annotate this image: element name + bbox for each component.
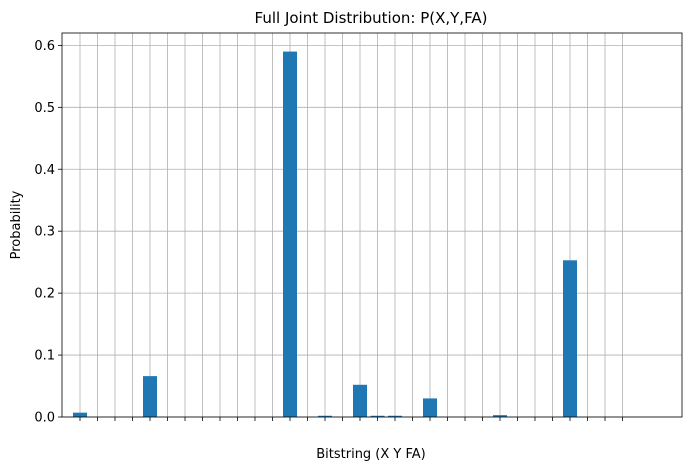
bar (283, 51, 297, 417)
y-tick-label: 0.1 (34, 349, 55, 364)
y-axis-title: Probability (9, 190, 24, 259)
bar (73, 412, 87, 417)
chart-title: Full Joint Distribution: P(X,Y,FA) (255, 9, 488, 27)
x-ticks (79, 417, 623, 421)
y-tick-label: 0.6 (34, 39, 55, 54)
bar (563, 260, 577, 417)
y-tick-label: 0.0 (34, 411, 55, 426)
y-tick-label: 0.5 (34, 101, 55, 116)
grid-lines (62, 33, 682, 418)
y-ticks: 0.0 0.1 0.2 0.3 0.4 0.5 0.6 (34, 39, 62, 426)
bar (353, 384, 367, 417)
y-tick-label: 0.2 (34, 287, 55, 302)
bar (370, 415, 385, 417)
bar (143, 376, 157, 417)
bars (73, 51, 577, 417)
axes (61, 32, 683, 418)
bar (318, 415, 332, 417)
bar (388, 415, 402, 417)
y-tick-label: 0.3 (34, 225, 55, 240)
bar (423, 398, 437, 417)
bar (493, 415, 507, 417)
plot-frame (61, 32, 683, 418)
y-tick-label: 0.4 (34, 163, 55, 178)
x-axis-title: Bitstring (X Y FA) (316, 447, 426, 462)
